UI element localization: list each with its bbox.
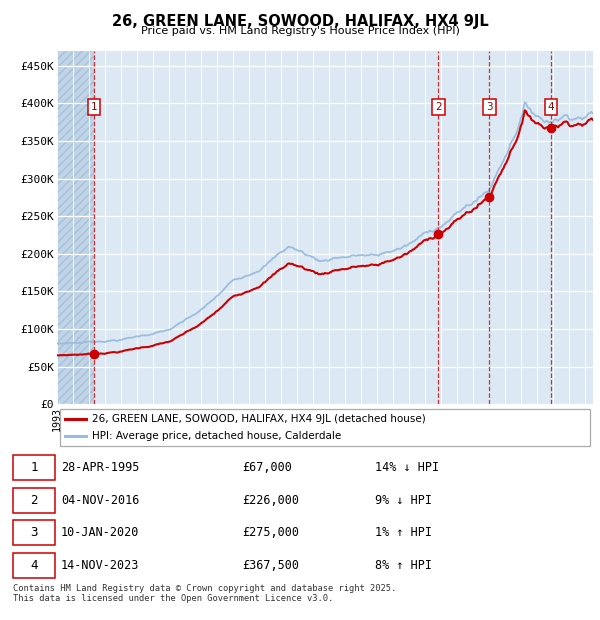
Text: 2: 2 <box>30 494 38 507</box>
Text: 14% ↓ HPI: 14% ↓ HPI <box>375 461 439 474</box>
Text: 1: 1 <box>30 461 38 474</box>
Text: £226,000: £226,000 <box>242 494 299 507</box>
FancyBboxPatch shape <box>13 553 55 578</box>
Text: 4: 4 <box>547 102 554 112</box>
FancyBboxPatch shape <box>13 488 55 513</box>
Text: 8% ↑ HPI: 8% ↑ HPI <box>375 559 432 572</box>
Text: 1% ↑ HPI: 1% ↑ HPI <box>375 526 432 539</box>
Text: 3: 3 <box>486 102 493 112</box>
Bar <box>57 51 94 404</box>
Text: Contains HM Land Registry data © Crown copyright and database right 2025.
This d: Contains HM Land Registry data © Crown c… <box>13 584 397 603</box>
Text: £67,000: £67,000 <box>242 461 292 474</box>
Text: 9% ↓ HPI: 9% ↓ HPI <box>375 494 432 507</box>
FancyBboxPatch shape <box>13 520 55 545</box>
Text: 14-NOV-2023: 14-NOV-2023 <box>61 559 139 572</box>
Text: 26, GREEN LANE, SOWOOD, HALIFAX, HX4 9JL (detached house): 26, GREEN LANE, SOWOOD, HALIFAX, HX4 9JL… <box>92 414 425 423</box>
Text: Price paid vs. HM Land Registry's House Price Index (HPI): Price paid vs. HM Land Registry's House … <box>140 26 460 36</box>
Text: £367,500: £367,500 <box>242 559 299 572</box>
Text: 10-JAN-2020: 10-JAN-2020 <box>61 526 139 539</box>
Text: 28-APR-1995: 28-APR-1995 <box>61 461 139 474</box>
Text: 2: 2 <box>435 102 442 112</box>
Text: 26, GREEN LANE, SOWOOD, HALIFAX, HX4 9JL: 26, GREEN LANE, SOWOOD, HALIFAX, HX4 9JL <box>112 14 488 29</box>
Text: £275,000: £275,000 <box>242 526 299 539</box>
Text: 4: 4 <box>30 559 38 572</box>
Text: 3: 3 <box>30 526 38 539</box>
FancyBboxPatch shape <box>59 409 590 446</box>
Text: HPI: Average price, detached house, Calderdale: HPI: Average price, detached house, Cald… <box>92 432 341 441</box>
Text: 04-NOV-2016: 04-NOV-2016 <box>61 494 139 507</box>
Text: 1: 1 <box>91 102 98 112</box>
FancyBboxPatch shape <box>13 455 55 480</box>
